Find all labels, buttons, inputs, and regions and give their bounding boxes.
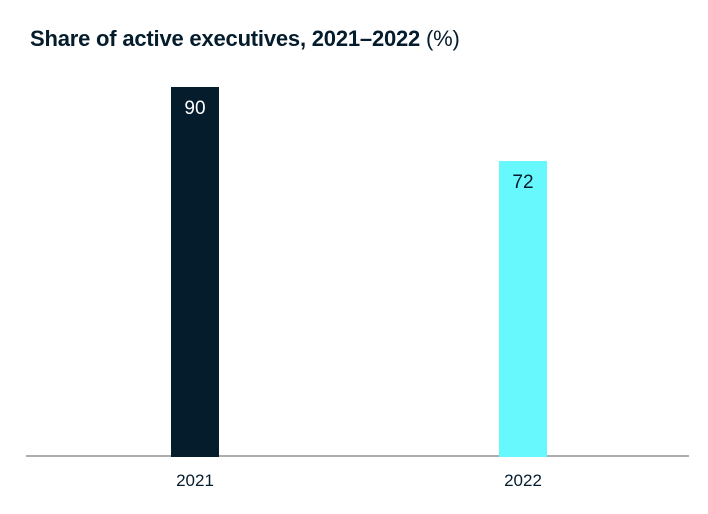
bar-2022: 72 xyxy=(499,161,547,457)
bar-2021-value-label: 90 xyxy=(184,98,206,119)
bar-2021: 90 xyxy=(171,87,219,457)
x-tick-label-2022: 2022 xyxy=(504,471,542,490)
chart-title: Share of active executives, 2021–2022 (%… xyxy=(30,26,460,52)
chart-title-unit-suffix: (%) xyxy=(420,26,460,51)
x-axis-baseline xyxy=(26,455,689,457)
bar-2022-value-label: 72 xyxy=(512,172,534,193)
chart-title-main: Share of active executives, 2021–2022 xyxy=(30,26,421,51)
x-tick-label-2021: 2021 xyxy=(176,471,214,490)
